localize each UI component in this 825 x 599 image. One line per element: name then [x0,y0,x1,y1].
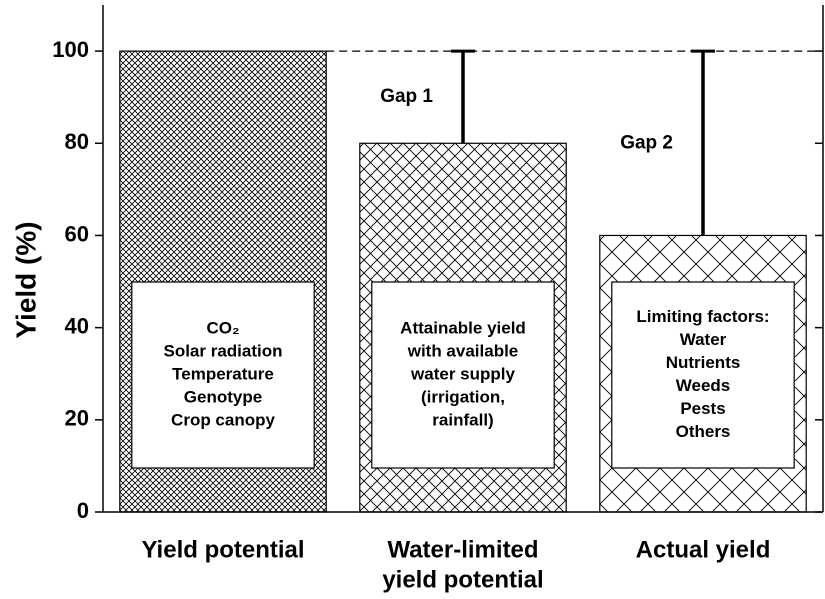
box-text: Crop canopy [171,410,275,429]
text-box [611,281,795,469]
box-text: Others [676,422,731,441]
text-box [131,281,315,469]
x-tick-label: Actual yield [636,536,771,563]
box-text: (irrigation, [421,387,505,406]
box-text: Genotype [184,387,262,406]
box-text: Attainable yield [400,318,526,337]
box-text: with available [407,341,519,360]
box-text: Limiting factors: [636,307,769,326]
y-tick-label: 60 [65,221,89,246]
y-tick-label: 40 [65,313,89,338]
box-text: Water [680,330,727,349]
x-tick-label: Yield potential [141,536,304,563]
box-text: Temperature [172,364,274,383]
box-text: Solar radiation [163,341,282,360]
box-text: CO₂ [206,318,239,337]
y-axis-title: Yield (%) [10,221,41,338]
box-text: rainfall) [432,410,493,429]
box-text: water supply [410,364,515,383]
box-text: Pests [680,399,725,418]
y-tick-label: 0 [77,498,89,523]
y-tick-label: 20 [65,406,89,431]
y-tick-label: 80 [65,129,89,154]
x-tick-label: yield potential [382,566,543,593]
box-text: Nutrients [666,353,741,372]
x-tick-label: Water-limited [387,536,538,563]
gap-label: Gap 1 [380,86,433,107]
text-box [371,281,555,469]
y-tick-label: 100 [52,37,89,62]
box-text: Weeds [676,376,731,395]
gap-label: Gap 2 [620,132,673,153]
